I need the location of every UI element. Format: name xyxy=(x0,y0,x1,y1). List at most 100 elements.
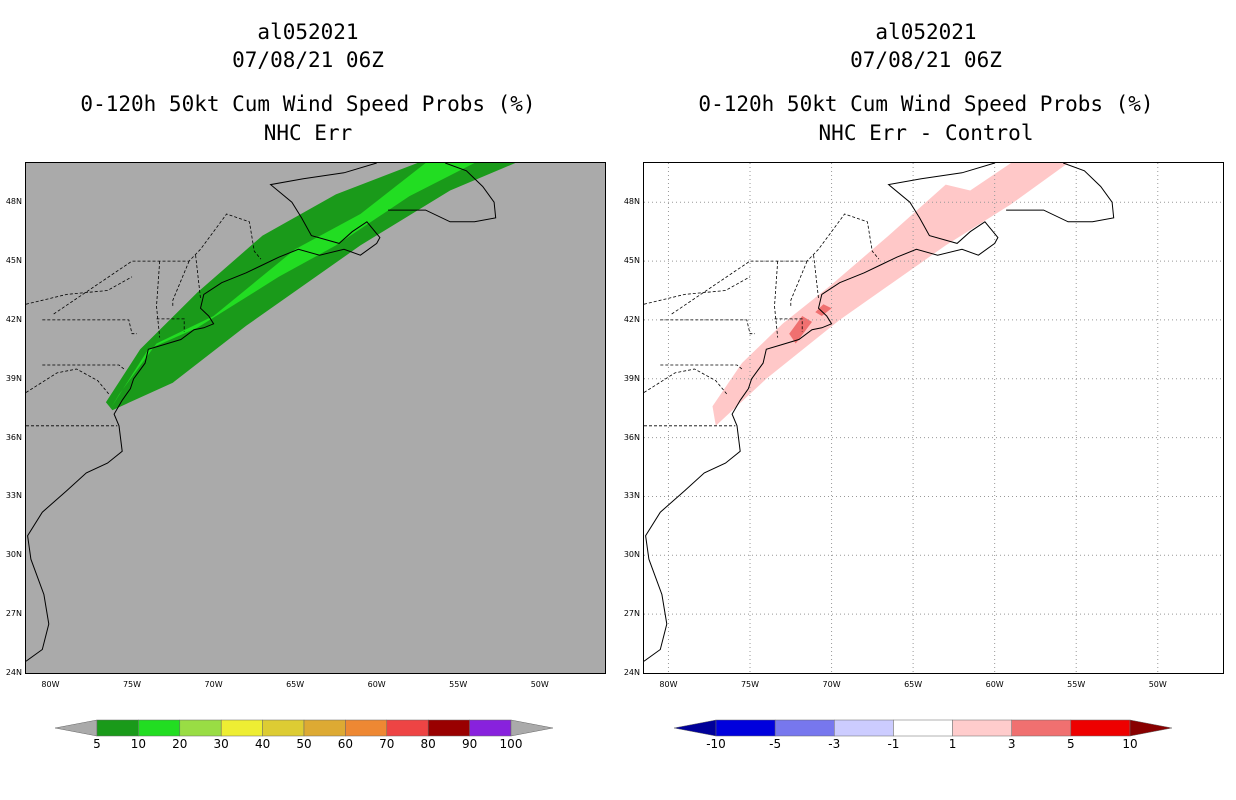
state-border xyxy=(774,318,803,332)
state-border xyxy=(790,260,808,307)
state-border xyxy=(774,261,779,338)
coastline xyxy=(1006,163,1115,223)
right-colorbar-label: -1 xyxy=(887,737,900,751)
lat-label: 30N xyxy=(5,550,22,560)
lat-label: 24N xyxy=(623,668,640,677)
right-colorbar-label: -5 xyxy=(769,737,782,751)
state-border xyxy=(644,368,728,395)
left-datetime: 07/08/21 06Z xyxy=(232,48,384,72)
left-colorbar-label: 30 xyxy=(213,737,229,751)
left-colorbar-segment xyxy=(427,719,470,737)
lat-label: 33N xyxy=(5,491,22,501)
lat-label: 27N xyxy=(5,609,22,619)
lat-label: 36N xyxy=(623,432,640,442)
lon-label: 60W xyxy=(985,680,1004,689)
left-colorbar-segment xyxy=(96,719,139,737)
lon-label: 55W xyxy=(449,680,468,689)
right-colorbar-label: 3 xyxy=(1007,737,1016,751)
right-colorbar-segment xyxy=(893,719,953,737)
right-plot-title: 0-120h 50kt Cum Wind Speed Probs (%) xyxy=(698,92,1154,116)
prob-5-10-region xyxy=(105,163,516,411)
lon-label: 55W xyxy=(1067,680,1086,689)
left-colorbar-segment xyxy=(262,719,305,737)
right-colorbar-segment xyxy=(1070,719,1131,737)
right-colorbar-segment xyxy=(834,719,894,737)
right-map xyxy=(643,162,1224,674)
lon-label: 50W xyxy=(530,680,549,689)
left-colorbar xyxy=(55,719,554,737)
lat-label: 39N xyxy=(5,373,22,383)
right-map-canvas xyxy=(644,163,1223,673)
lat-label: 33N xyxy=(623,491,640,501)
left-colorbar-label: 100 xyxy=(499,737,523,751)
diff-3-5-region xyxy=(789,316,812,344)
lat-label: 45N xyxy=(623,256,640,266)
right-datetime: 07/08/21 06Z xyxy=(850,48,1002,72)
left-colorbar-label: 70 xyxy=(379,737,395,751)
lat-label: 24N xyxy=(5,668,22,677)
lon-label: 65W xyxy=(286,680,305,689)
left-colorbar-label: 80 xyxy=(420,737,436,751)
right-storm-id: al052021 xyxy=(875,20,977,44)
lon-label: 75W xyxy=(740,680,760,689)
right-colorbar-label: -10 xyxy=(706,737,726,751)
left-colorbar-label: 10 xyxy=(130,737,147,751)
right-colorbar-segment xyxy=(1011,719,1072,737)
right-colorbar-extend-low xyxy=(674,719,717,737)
state-border xyxy=(660,364,743,370)
right-colorbar-label: 1 xyxy=(948,737,957,751)
left-map-canvas xyxy=(26,163,605,673)
left-colorbar-label: 50 xyxy=(296,737,312,751)
state-border xyxy=(42,364,125,370)
lat-label: 45N xyxy=(5,256,22,266)
left-plot-subtitle: NHC Err xyxy=(263,121,353,145)
coastline xyxy=(26,163,381,662)
right-colorbar xyxy=(674,719,1173,737)
lon-label: 50W xyxy=(1148,680,1167,689)
lat-label: 27N xyxy=(623,609,640,619)
lat-label: 42N xyxy=(623,314,640,324)
left-colorbar-label: 20 xyxy=(172,737,188,751)
left-colorbar-segment xyxy=(303,719,346,737)
coastline xyxy=(388,163,497,223)
lon-label: 70W xyxy=(204,680,223,689)
right-colorbar-segment xyxy=(774,719,835,737)
left-colorbar-label: 60 xyxy=(337,737,354,751)
right-colorbar-label: 10 xyxy=(1122,737,1138,751)
state-border xyxy=(644,276,751,305)
lat-label: 48N xyxy=(5,197,22,207)
left-colorbar-label: 40 xyxy=(254,737,271,751)
left-colorbar-label: 90 xyxy=(461,737,478,751)
lat-label: 42N xyxy=(5,314,22,324)
left-colorbar-segment xyxy=(179,719,222,737)
lon-label: 70W xyxy=(822,680,841,689)
right-colorbar-segment xyxy=(952,719,1012,737)
left-map xyxy=(25,162,606,674)
right-colorbar-segment xyxy=(715,719,776,737)
state-border xyxy=(53,213,262,315)
left-colorbar-segment xyxy=(138,719,181,737)
lat-label: 48N xyxy=(623,197,640,207)
lon-label: 60W xyxy=(367,680,386,689)
left-plot-title: 0-120h 50kt Cum Wind Speed Probs (%) xyxy=(80,92,536,116)
state-border xyxy=(156,318,185,332)
state-border xyxy=(156,261,161,338)
left-colorbar-extend-low xyxy=(55,719,98,737)
state-border xyxy=(172,260,190,307)
right-plot-subtitle: NHC Err - Control xyxy=(818,121,1034,145)
left-colorbar-segment xyxy=(386,719,429,737)
right-colorbar-label: -3 xyxy=(828,737,841,751)
lat-label: 30N xyxy=(623,550,640,560)
right-colorbar-extend-high xyxy=(1129,719,1173,737)
lon-label: 75W xyxy=(122,680,142,689)
state-border xyxy=(195,255,201,299)
lon-label: 80W xyxy=(41,680,60,689)
left-colorbar-extend-high xyxy=(510,719,554,737)
lat-label: 36N xyxy=(5,432,22,442)
lon-label: 65W xyxy=(904,680,923,689)
state-border xyxy=(26,276,133,305)
state-border xyxy=(813,255,819,299)
left-colorbar-label: 5 xyxy=(93,737,101,751)
lon-label: 80W xyxy=(659,680,678,689)
coastline xyxy=(644,163,999,662)
